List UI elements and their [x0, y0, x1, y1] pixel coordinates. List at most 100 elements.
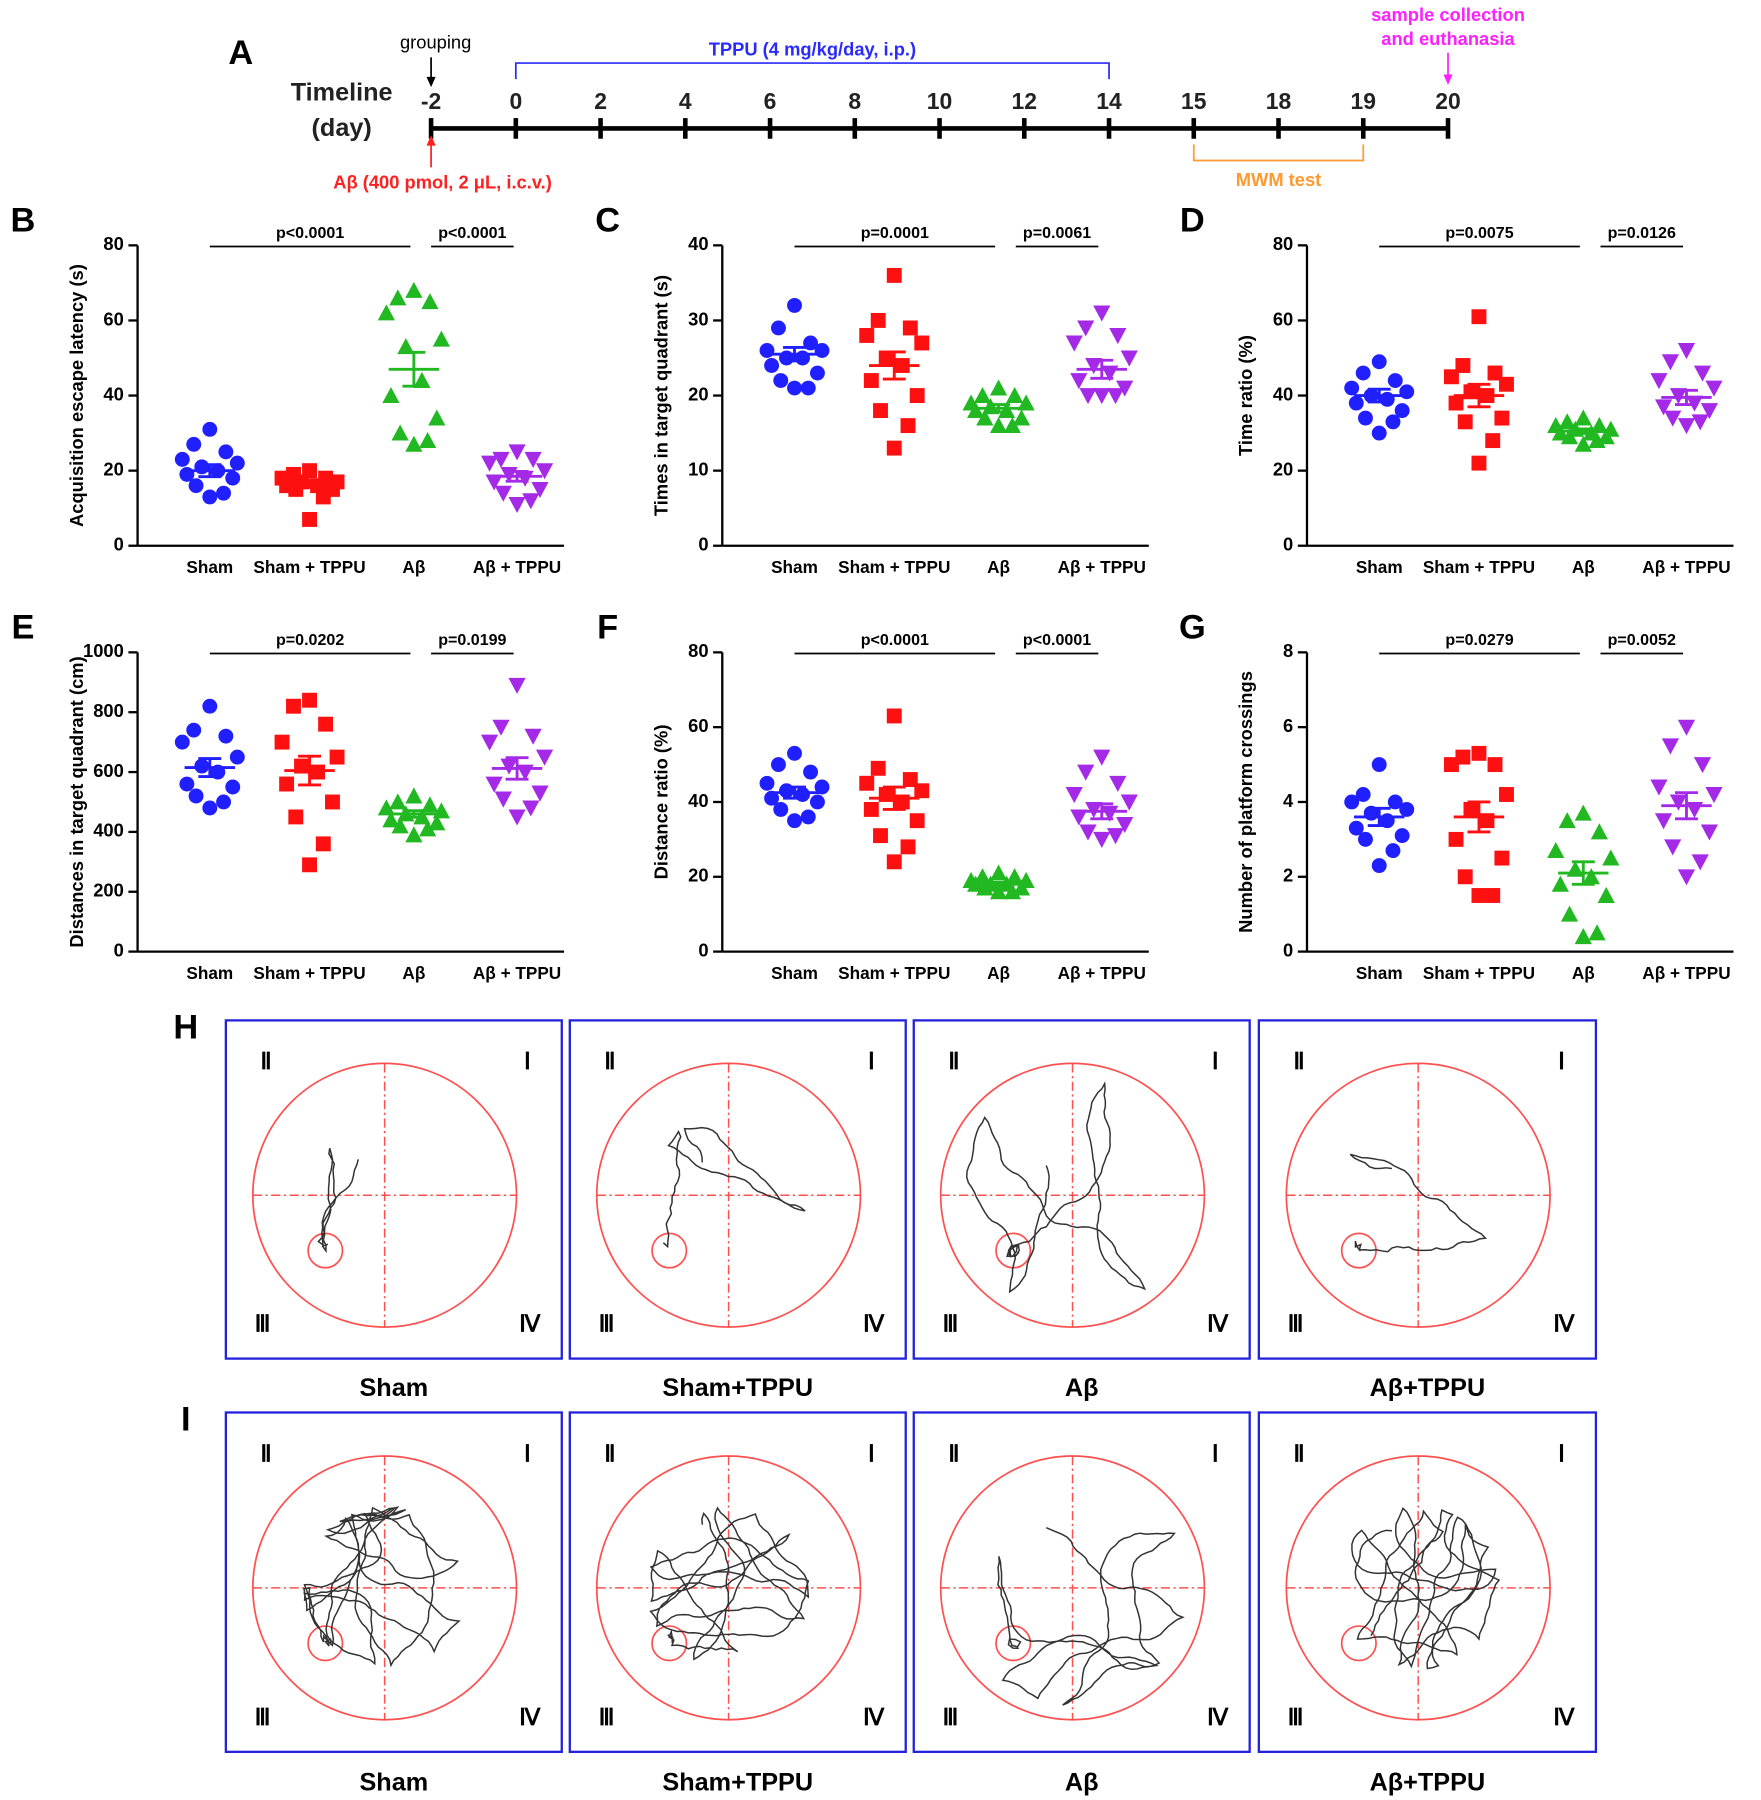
group-label: Sham	[359, 1769, 428, 1797]
data-point	[1003, 883, 1021, 900]
x-tick-label: Sham	[1356, 557, 1403, 577]
data-point	[1597, 428, 1615, 445]
injection-label: Aβ (400 pmol, 2 μL, i.c.v.)	[333, 171, 552, 192]
data-point	[531, 785, 549, 802]
track-frame	[912, 1019, 1251, 1360]
data-point	[318, 716, 334, 732]
data-point	[1487, 365, 1503, 381]
data-point	[421, 293, 439, 310]
group-label: Aβ	[1065, 1374, 1099, 1402]
data-point	[859, 328, 875, 343]
group-label: Aβ+TPPU	[1370, 1769, 1486, 1797]
data-point	[508, 444, 526, 461]
data-point	[759, 343, 775, 358]
y-tick-label: 40	[688, 790, 708, 811]
p-value: p=0.0075	[1445, 224, 1513, 242]
sem-bar	[298, 754, 322, 787]
data-point	[315, 489, 331, 505]
data-point	[1485, 433, 1501, 449]
sem-bar	[987, 403, 1011, 414]
data-point	[1700, 824, 1719, 841]
timeline-tick-label: 10	[927, 88, 952, 114]
y-tick-label: 80	[688, 640, 708, 661]
data-point	[494, 485, 512, 502]
y-tick-label: 2	[1283, 865, 1293, 886]
track-frame	[1257, 1411, 1598, 1753]
y-tick-label: 40	[688, 233, 708, 254]
data-point	[397, 338, 415, 355]
y-tick-label: 0	[1283, 939, 1293, 960]
data-point	[419, 432, 437, 449]
data-point	[1669, 794, 1688, 811]
data-point	[1487, 757, 1503, 773]
data-point	[1385, 843, 1401, 859]
sem-bar	[783, 785, 806, 800]
data-point	[1344, 380, 1360, 396]
data-point	[1101, 805, 1119, 822]
data-point	[428, 814, 446, 831]
data-point	[186, 722, 202, 738]
x-tick-label: Aβ + TPPU	[473, 963, 561, 983]
data-point	[914, 783, 930, 799]
data-point	[485, 474, 503, 491]
quadrant-label: Ⅲ	[1288, 1312, 1304, 1337]
y-tick-label: 40	[103, 383, 123, 404]
data-point	[1654, 399, 1673, 416]
data-point	[1106, 828, 1125, 845]
data-point	[1106, 388, 1125, 405]
quadrant-label: Ⅳ	[519, 1312, 541, 1337]
data-point	[1677, 343, 1696, 360]
quadrant-label: Ⅱ	[1293, 1049, 1304, 1074]
data-point	[1471, 455, 1487, 471]
x-tick-label: Aβ	[402, 963, 425, 983]
quadrant-label: Ⅰ	[1558, 1441, 1565, 1466]
data-point	[1705, 380, 1723, 397]
quadrant-label: Ⅳ	[863, 1705, 885, 1730]
y-tick-label: 6	[1283, 715, 1293, 736]
y-tick-label: 800	[93, 700, 124, 721]
data-point	[1574, 928, 1592, 945]
sem-bar	[402, 809, 426, 819]
chart: D Time ratio (%) 0 20 40 60 80 Sham Sham + TPPU A…	[1180, 202, 1734, 577]
p-value: p=0.0279	[1445, 631, 1513, 649]
data-point	[989, 883, 1008, 900]
data-point	[225, 470, 241, 486]
x-tick-label: Sham	[186, 557, 233, 577]
quadrant-label: Ⅱ	[948, 1441, 959, 1466]
data-point	[524, 728, 542, 745]
timeline-tick-label: -2	[421, 88, 441, 114]
data-point	[1358, 831, 1373, 847]
data-point	[1494, 850, 1510, 866]
y-tick-label: 80	[1273, 233, 1293, 254]
data-point	[202, 421, 218, 437]
quadrant-label: Ⅲ	[599, 1705, 615, 1730]
x-tick-label: Aβ	[1572, 963, 1595, 983]
chart: C Times in target quadrant (s) 0 10 20 30 40 Sh…	[595, 202, 1149, 577]
data-point	[1012, 409, 1031, 426]
data-point	[1463, 384, 1479, 400]
data-point	[1093, 749, 1111, 766]
data-point	[286, 698, 301, 714]
chart: E Distances in target quadrant (cm) 0 200 40…	[11, 609, 565, 983]
data-point	[1448, 395, 1464, 411]
data-point	[405, 826, 423, 843]
sample-label: and euthanasia	[1381, 28, 1515, 49]
data-point	[389, 793, 407, 810]
track-frame	[568, 1411, 907, 1753]
data-point	[900, 839, 916, 855]
data-point	[432, 330, 450, 347]
data-point	[1590, 416, 1608, 434]
x-tick-label: Sham + TPPU	[253, 963, 365, 983]
group-label: Aβ	[1065, 1769, 1099, 1797]
swim-path	[317, 1148, 359, 1254]
timeline-tick-label: 6	[764, 88, 777, 114]
x-tick-label: Aβ	[987, 557, 1010, 577]
sem-bar	[1367, 387, 1391, 404]
data-point	[1093, 305, 1111, 322]
data-point	[973, 386, 992, 403]
y-tick-label: 1000	[83, 640, 124, 661]
data-point	[1355, 787, 1371, 802]
data-point	[863, 373, 879, 388]
data-point	[1379, 391, 1395, 407]
data-point	[803, 764, 819, 780]
